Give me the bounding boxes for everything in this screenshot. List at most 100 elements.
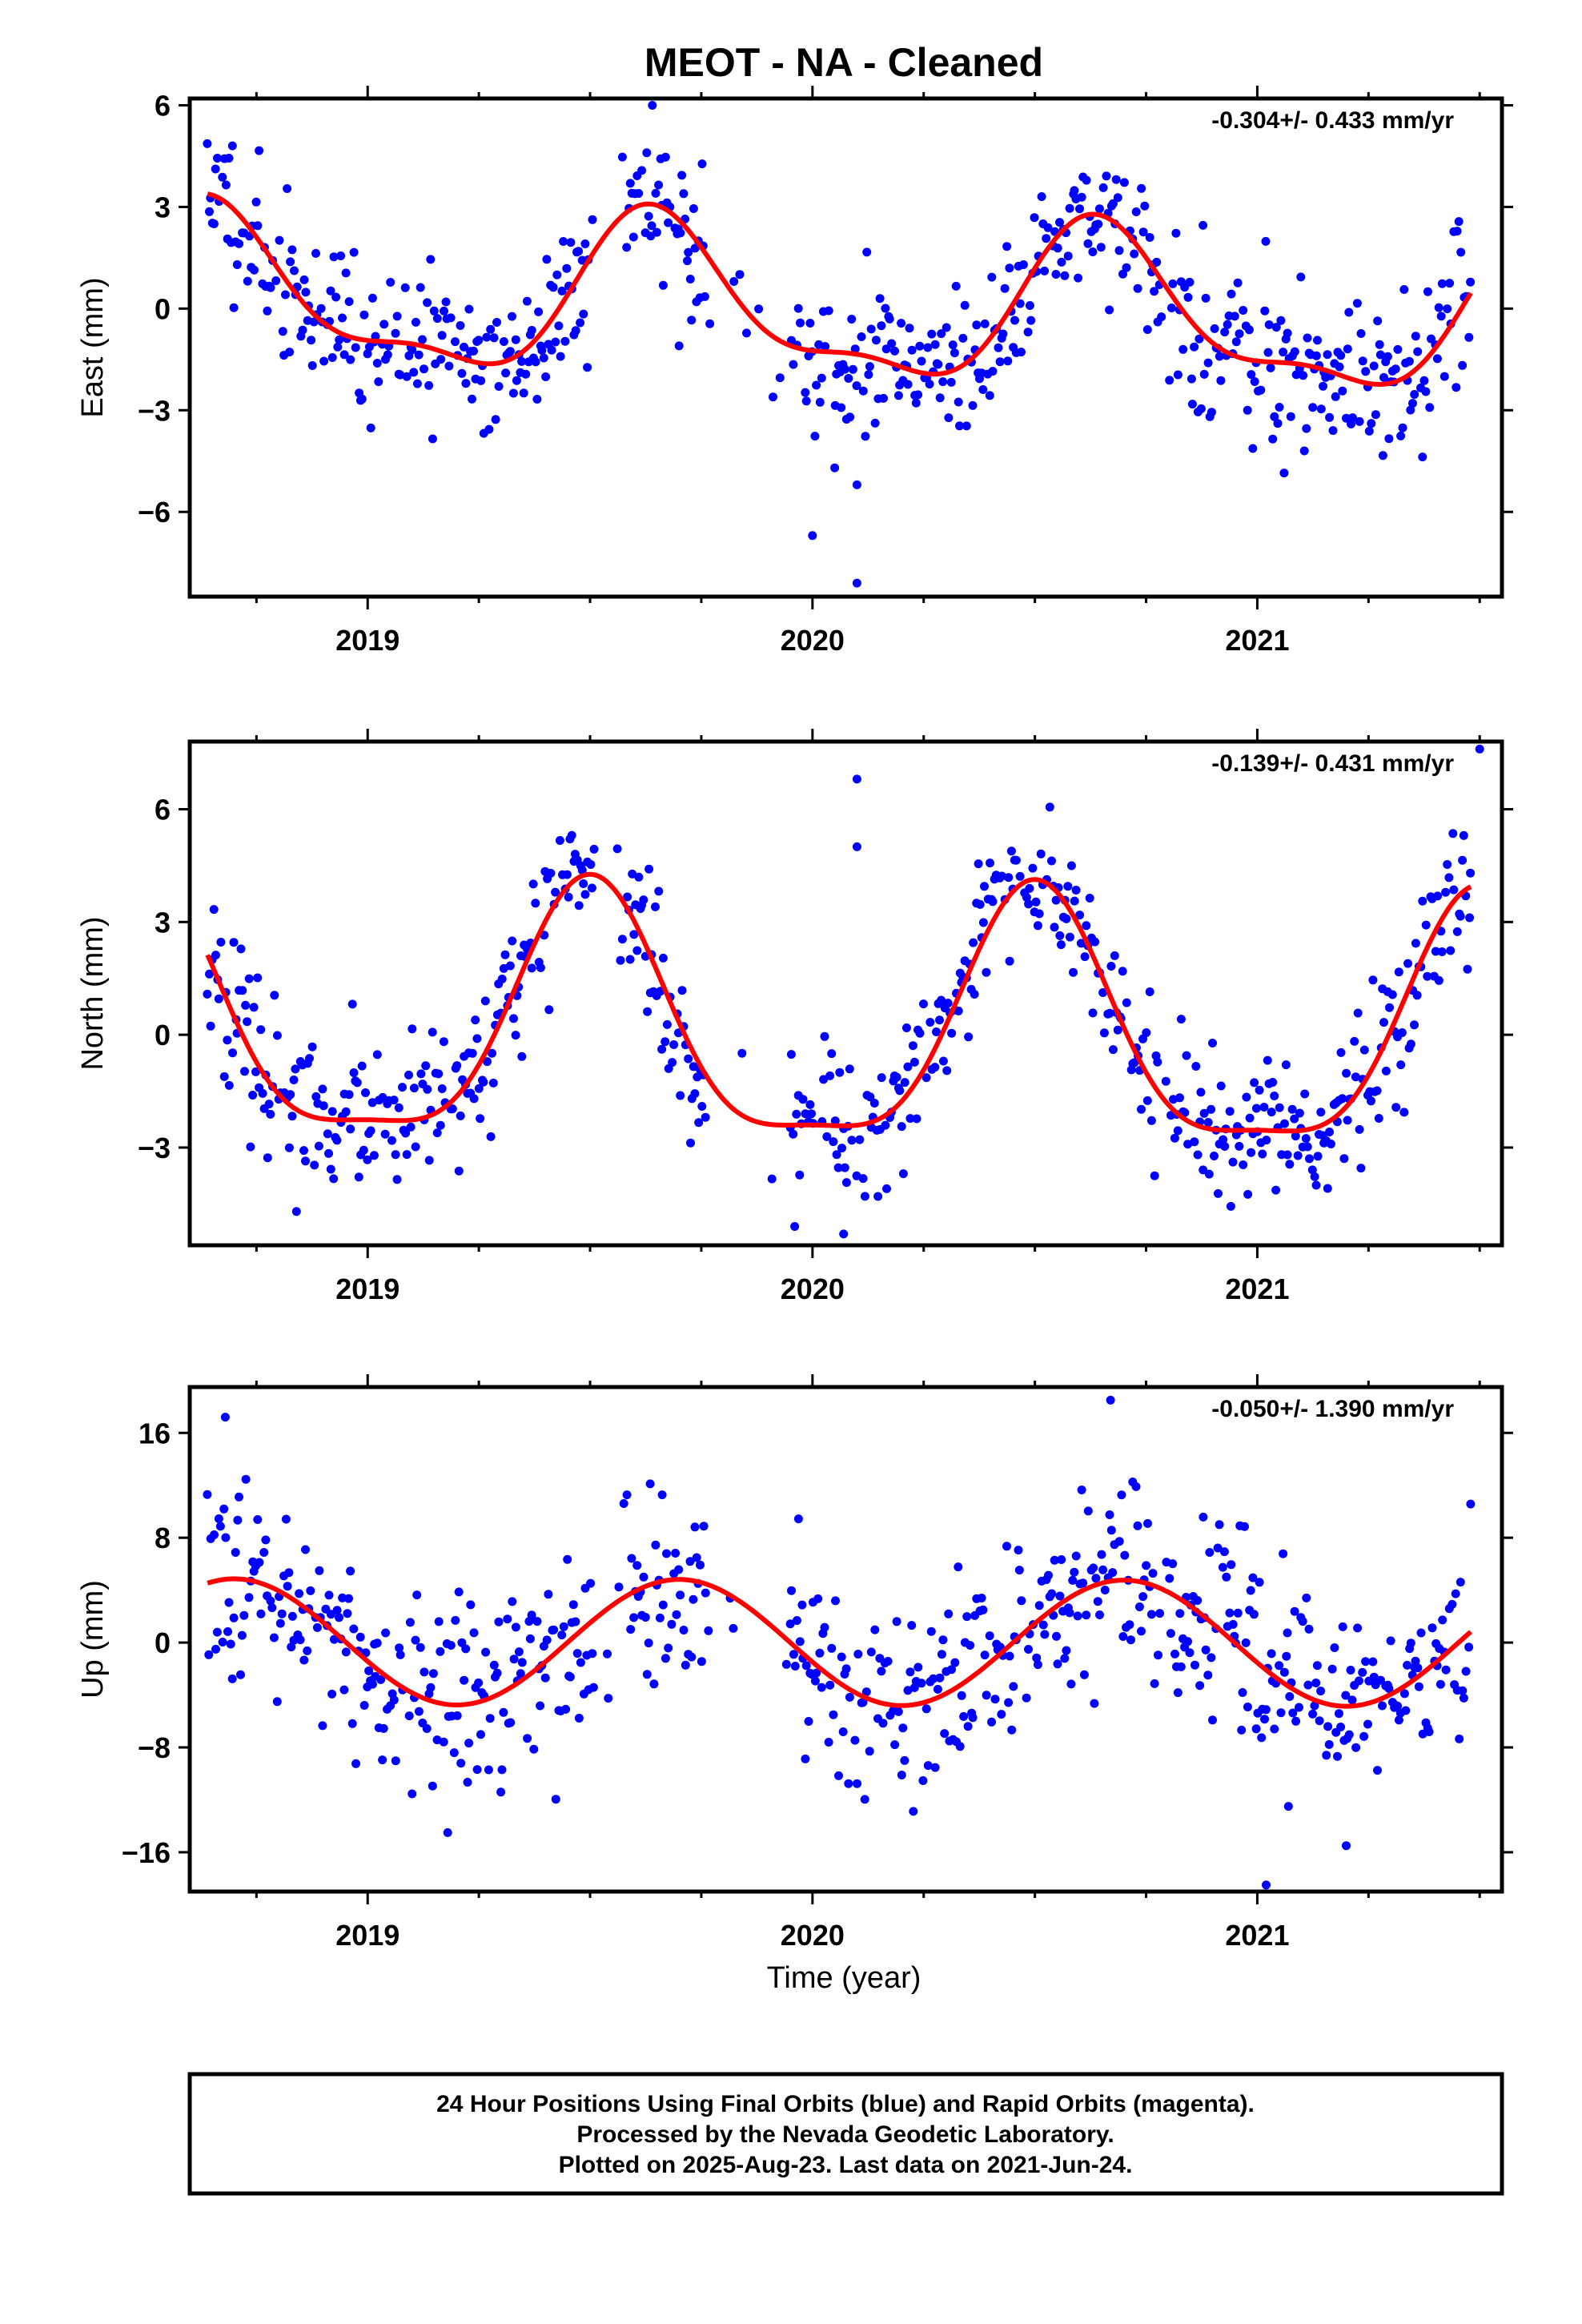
data-point bbox=[391, 328, 400, 338]
data-point bbox=[1259, 1103, 1269, 1112]
data-point bbox=[369, 1151, 379, 1160]
data-point bbox=[672, 1610, 681, 1619]
data-point bbox=[737, 1048, 747, 1058]
data-point bbox=[878, 1719, 888, 1728]
data-point bbox=[271, 276, 281, 285]
data-point bbox=[534, 307, 544, 316]
data-point bbox=[975, 899, 985, 909]
data-point bbox=[1154, 1651, 1162, 1660]
data-point bbox=[1214, 1188, 1223, 1198]
data-point bbox=[1062, 914, 1071, 923]
data-point bbox=[1025, 301, 1034, 310]
data-point bbox=[853, 1779, 861, 1788]
data-point bbox=[481, 1647, 491, 1657]
data-point bbox=[1371, 410, 1380, 420]
data-point bbox=[1344, 1730, 1354, 1739]
data-point bbox=[617, 935, 627, 944]
data-point bbox=[1022, 1693, 1031, 1703]
data-point bbox=[1466, 1499, 1476, 1509]
data-point bbox=[1176, 1015, 1186, 1024]
data-point bbox=[551, 1795, 560, 1804]
data-point bbox=[690, 243, 700, 253]
data-point bbox=[392, 312, 402, 321]
data-point bbox=[1260, 306, 1270, 316]
y-tick-label: −8 bbox=[138, 1731, 171, 1764]
data-point bbox=[1336, 1047, 1346, 1057]
data-point bbox=[935, 393, 945, 403]
data-point bbox=[418, 335, 427, 344]
data-point bbox=[1299, 371, 1308, 380]
data-point bbox=[1350, 1036, 1359, 1046]
data-point bbox=[1098, 988, 1108, 997]
data-point bbox=[661, 1037, 670, 1047]
data-point bbox=[905, 1114, 915, 1124]
data-point bbox=[572, 1649, 582, 1659]
data-point bbox=[516, 1669, 525, 1679]
data-point bbox=[978, 1605, 988, 1614]
data-point bbox=[1220, 1142, 1230, 1151]
data-point bbox=[284, 1568, 294, 1578]
data-point bbox=[639, 1572, 648, 1582]
data-point bbox=[474, 336, 484, 345]
data-point bbox=[281, 290, 290, 300]
data-point bbox=[1033, 1660, 1042, 1670]
data-point bbox=[1070, 186, 1079, 195]
data-point bbox=[789, 1650, 798, 1659]
data-point bbox=[1261, 1705, 1271, 1715]
data-point bbox=[497, 1765, 507, 1775]
data-point bbox=[361, 1088, 370, 1097]
data-point bbox=[1335, 362, 1344, 372]
data-point bbox=[1031, 897, 1041, 907]
data-point bbox=[306, 1586, 315, 1595]
data-point bbox=[272, 1697, 282, 1707]
data-point bbox=[1108, 1045, 1118, 1055]
data-point bbox=[223, 1626, 232, 1636]
data-point bbox=[907, 1621, 917, 1630]
data-point bbox=[1133, 283, 1142, 293]
data-point bbox=[831, 1596, 840, 1606]
data-point bbox=[1047, 856, 1056, 866]
data-point bbox=[1373, 316, 1383, 326]
data-point bbox=[1170, 1133, 1179, 1143]
data-point bbox=[1302, 424, 1311, 433]
data-point bbox=[1137, 183, 1146, 193]
data-point bbox=[825, 1680, 835, 1690]
data-point bbox=[1342, 413, 1351, 423]
data-point bbox=[1268, 1078, 1278, 1087]
data-point bbox=[210, 1530, 219, 1539]
data-point bbox=[892, 1072, 901, 1082]
data-point bbox=[980, 882, 989, 891]
data-point bbox=[893, 1707, 903, 1716]
data-point bbox=[237, 1630, 247, 1640]
data-point bbox=[220, 1413, 230, 1422]
data-point bbox=[1438, 1615, 1447, 1625]
data-point bbox=[1439, 372, 1449, 381]
data-point bbox=[1222, 1572, 1231, 1582]
data-point bbox=[1375, 350, 1385, 360]
data-point bbox=[1258, 1149, 1267, 1159]
data-point bbox=[1341, 1691, 1351, 1700]
data-point bbox=[496, 1787, 506, 1797]
data-point bbox=[439, 1037, 448, 1047]
data-point bbox=[366, 1126, 375, 1136]
data-point bbox=[359, 310, 369, 320]
data-point bbox=[456, 1759, 466, 1768]
data-point bbox=[249, 1003, 259, 1012]
data-point bbox=[927, 329, 937, 339]
data-point bbox=[574, 1714, 584, 1723]
data-point bbox=[833, 1163, 843, 1172]
data-point bbox=[1452, 227, 1462, 236]
data-point bbox=[940, 1729, 950, 1739]
data-point bbox=[1310, 1701, 1319, 1711]
data-point bbox=[1088, 1008, 1098, 1018]
data-point bbox=[986, 858, 994, 868]
data-point bbox=[1017, 1596, 1026, 1606]
data-point bbox=[946, 377, 956, 387]
data-point bbox=[269, 1633, 279, 1642]
data-point bbox=[221, 180, 231, 190]
data-point bbox=[389, 1096, 399, 1105]
data-point bbox=[359, 1701, 369, 1710]
data-point bbox=[824, 306, 833, 316]
data-point bbox=[1338, 386, 1347, 396]
data-point bbox=[1455, 1734, 1464, 1743]
